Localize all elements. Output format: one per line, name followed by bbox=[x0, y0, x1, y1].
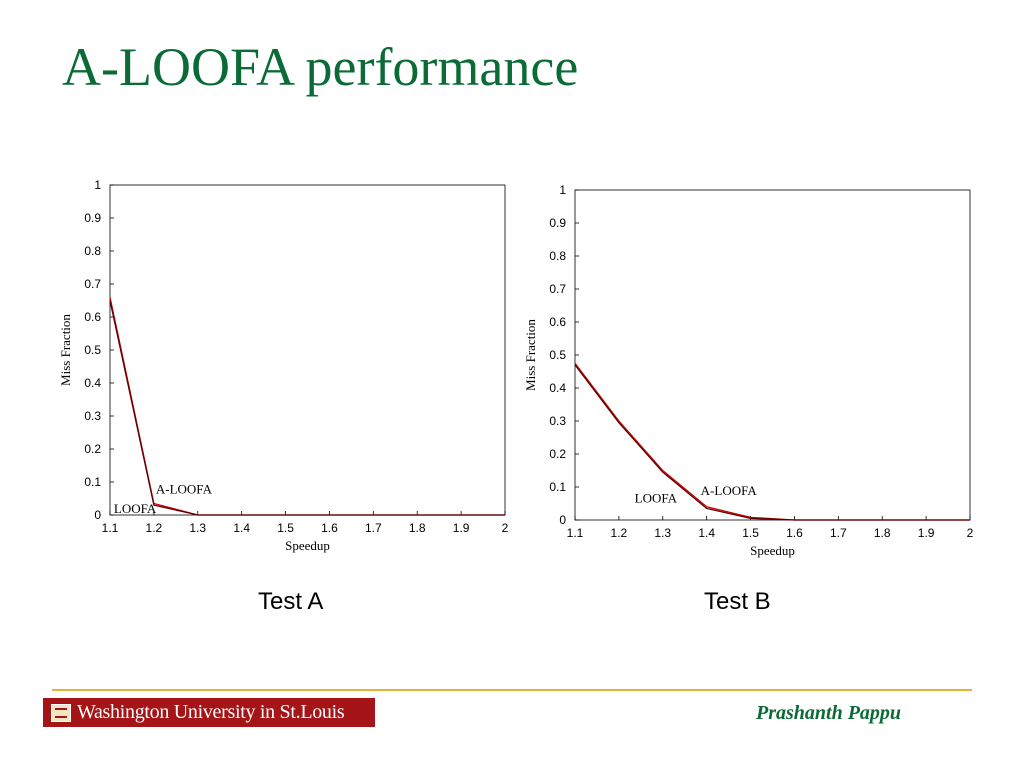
x-tick-label: 1.8 bbox=[409, 521, 426, 535]
y-tick-label: 0.4 bbox=[84, 376, 101, 390]
x-tick-label: 1.1 bbox=[567, 526, 584, 540]
plot-frame bbox=[109, 184, 506, 516]
series-label-loofa: LOOFA bbox=[635, 490, 678, 505]
y-tick-label: 0.5 bbox=[549, 348, 566, 362]
series-label-a-loofa: A-LOOFA bbox=[701, 483, 758, 498]
x-tick-label: 1.9 bbox=[918, 526, 935, 540]
university-shield-icon bbox=[51, 703, 71, 722]
x-axis-label: Speedup bbox=[750, 543, 795, 558]
x-tick-label: 1.6 bbox=[321, 521, 338, 535]
x-tick-label: 1.7 bbox=[365, 521, 382, 535]
x-tick-label: 1.8 bbox=[874, 526, 891, 540]
chart-caption-test-b: Test B bbox=[704, 588, 771, 615]
x-tick-label: 2 bbox=[967, 526, 974, 540]
x-tick-label: 2 bbox=[502, 521, 509, 535]
slide-title: A-LOOFA performance bbox=[62, 37, 579, 97]
y-tick-label: 0 bbox=[94, 508, 101, 522]
chart-test-a: 0 0.1 0.2 0.3 0.4 0.5 0.6 0.7 0.8 0.9 1 1.1 1.2 1.3 1.… bbox=[58, 178, 509, 553]
series-line-loofa bbox=[574, 364, 970, 521]
y-tick-label: 0.3 bbox=[84, 409, 101, 423]
x-tick-label: 1.2 bbox=[611, 526, 628, 540]
x-tick-label: 1.1 bbox=[102, 521, 119, 535]
y-tick-label: 1 bbox=[559, 183, 566, 197]
x-tick-label: 1.9 bbox=[453, 521, 470, 535]
x-tick-label: 1.4 bbox=[233, 521, 250, 535]
y-tick-label: 0.5 bbox=[84, 343, 101, 357]
y-tick-label: 0.6 bbox=[549, 315, 566, 329]
x-tick-label: 1.3 bbox=[654, 526, 671, 540]
y-tick-label: 0.7 bbox=[84, 277, 101, 291]
chart-caption-test-a: Test A bbox=[258, 588, 324, 615]
y-tick-label: 0.8 bbox=[84, 244, 101, 258]
series-label-loofa: LOOFA bbox=[114, 501, 157, 516]
y-tick-label: 0 bbox=[559, 513, 566, 527]
y-tick-label: 0.1 bbox=[549, 480, 566, 494]
university-name: Washington University in St.Louis bbox=[77, 701, 345, 723]
y-tick-label: 0.4 bbox=[549, 381, 566, 395]
plot-frame bbox=[574, 189, 971, 521]
chart-test-b: 0 0.1 0.2 0.3 0.4 0.5 0.6 0.7 0.8 0.9 1 1.1 1.2 1.3 1.… bbox=[523, 183, 974, 558]
y-axis-label: Miss Fraction bbox=[523, 319, 538, 391]
y-tick-label: 0.8 bbox=[549, 249, 566, 263]
y-tick-label: 0.2 bbox=[84, 442, 101, 456]
x-tick-label: 1.5 bbox=[742, 526, 759, 540]
x-axis-label: Speedup bbox=[285, 538, 330, 553]
y-tick-label: 0.7 bbox=[549, 282, 566, 296]
y-tick-label: 0.3 bbox=[549, 414, 566, 428]
y-tick-label: 0.1 bbox=[84, 475, 101, 489]
university-logo: Washington University in St.Louis bbox=[43, 698, 375, 727]
x-tick-label: 1.7 bbox=[830, 526, 847, 540]
y-tick-label: 0.2 bbox=[549, 447, 566, 461]
y-tick-label: 0.9 bbox=[549, 216, 566, 230]
y-axis-label: Miss Fraction bbox=[58, 314, 73, 386]
y-tick-label: 0.9 bbox=[84, 211, 101, 225]
footer-divider bbox=[52, 689, 972, 691]
x-tick-label: 1.5 bbox=[277, 521, 294, 535]
x-tick-label: 1.6 bbox=[786, 526, 803, 540]
footer-author: Prashanth Pappu bbox=[756, 702, 902, 724]
x-tick-label: 1.2 bbox=[146, 521, 163, 535]
y-tick-label: 0.6 bbox=[84, 310, 101, 324]
y-tick-label: 1 bbox=[94, 178, 101, 192]
x-tick-label: 1.4 bbox=[698, 526, 715, 540]
x-tick-label: 1.3 bbox=[189, 521, 206, 535]
series-label-a-loofa: A-LOOFA bbox=[156, 481, 213, 496]
series-line-loofa bbox=[109, 300, 505, 516]
